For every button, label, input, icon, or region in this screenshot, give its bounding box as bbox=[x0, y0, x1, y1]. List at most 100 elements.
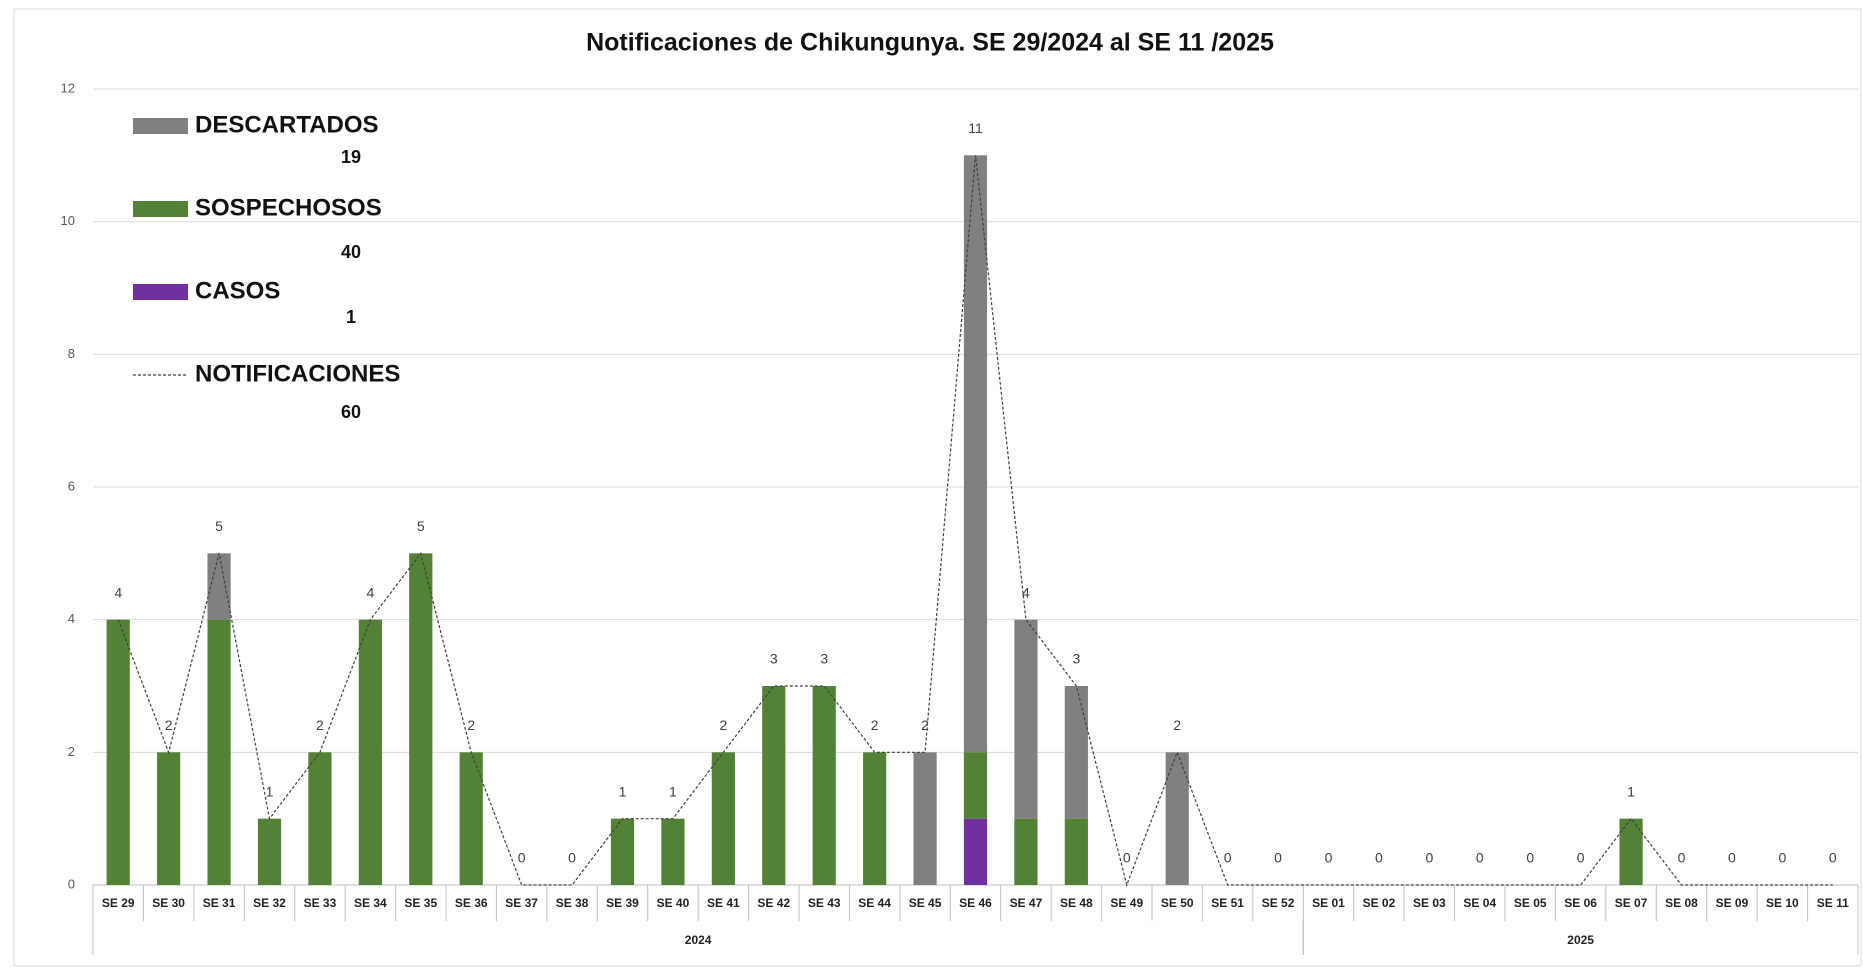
x-tick-label: SE 08 bbox=[1665, 896, 1698, 910]
x-tick-label: SE 04 bbox=[1463, 896, 1496, 910]
group-label: 2025 bbox=[1567, 933, 1594, 947]
bar-segment bbox=[610, 818, 635, 885]
bar-segment bbox=[963, 818, 988, 885]
line-series bbox=[117, 155, 1833, 887]
x-tick-label: SE 52 bbox=[1262, 896, 1295, 910]
x-tick-label: SE 30 bbox=[152, 896, 185, 910]
data-label: 5 bbox=[417, 518, 425, 534]
x-tick-label: SE 43 bbox=[808, 896, 841, 910]
bar-segment bbox=[207, 553, 231, 620]
bar-segment bbox=[762, 686, 786, 885]
bar-segment bbox=[106, 619, 130, 885]
group-label: 2024 bbox=[685, 933, 712, 947]
data-label: 0 bbox=[1778, 850, 1786, 866]
bar-segment bbox=[1619, 818, 1643, 885]
legend-label: SOSPECHOSOS bbox=[195, 194, 382, 221]
x-tick-label: SE 33 bbox=[304, 896, 337, 910]
legend-swatch bbox=[133, 201, 188, 217]
x-tick-label: SE 11 bbox=[1817, 896, 1849, 910]
data-label: 2 bbox=[921, 717, 929, 733]
y-tick-label: 8 bbox=[68, 346, 75, 361]
bar-segment bbox=[661, 818, 685, 885]
data-label: 0 bbox=[1728, 850, 1736, 866]
data-label: 0 bbox=[1123, 850, 1131, 866]
legend-total: 1 bbox=[346, 307, 356, 327]
chart-title: Notificaciones de Chikungunya. SE 29/202… bbox=[586, 29, 1274, 57]
y-tick-label: 0 bbox=[68, 876, 75, 891]
data-label: 2 bbox=[467, 717, 475, 733]
bar-segment bbox=[207, 619, 231, 885]
data-label: 11 bbox=[968, 120, 983, 136]
x-tick-label: SE 48 bbox=[1060, 896, 1093, 910]
data-label: 0 bbox=[568, 850, 576, 866]
data-label: 2 bbox=[165, 717, 173, 733]
bar-segment bbox=[157, 752, 181, 885]
legend-total: 19 bbox=[341, 147, 361, 167]
bar-segment bbox=[308, 752, 332, 885]
legend-total: 40 bbox=[341, 242, 361, 262]
x-tick-label: SE 01 bbox=[1312, 896, 1345, 910]
x-tick-label: SE 35 bbox=[404, 896, 437, 910]
bar-segment bbox=[257, 818, 282, 885]
data-label: 1 bbox=[669, 783, 677, 799]
x-tick-label: SE 47 bbox=[1010, 896, 1043, 910]
x-tick-label: SE 31 bbox=[203, 896, 236, 910]
x-tick-label: SE 51 bbox=[1211, 896, 1244, 910]
data-label: 2 bbox=[1173, 717, 1181, 733]
data-label: 1 bbox=[619, 783, 627, 799]
x-tick-label: SE 39 bbox=[606, 896, 639, 910]
bar-segment bbox=[1064, 818, 1088, 885]
data-label: 4 bbox=[114, 584, 122, 600]
data-label: 3 bbox=[820, 651, 828, 667]
data-label: 0 bbox=[1526, 850, 1534, 866]
y-tick-label: 2 bbox=[68, 744, 75, 759]
x-tick-label: SE 49 bbox=[1110, 896, 1143, 910]
data-label: 3 bbox=[1072, 651, 1080, 667]
x-tick-label: SE 02 bbox=[1363, 896, 1396, 910]
x-tick-label: SE 07 bbox=[1615, 896, 1648, 910]
bar-segment bbox=[812, 686, 836, 885]
data-label: 2 bbox=[719, 717, 727, 733]
x-tick-label: SE 32 bbox=[253, 896, 286, 910]
bar-segment bbox=[913, 752, 937, 885]
x-tick-label: SE 40 bbox=[657, 896, 690, 910]
legend-total: 60 bbox=[341, 402, 361, 422]
x-tick-label: SE 38 bbox=[556, 896, 589, 910]
bar-segment bbox=[1014, 619, 1038, 819]
x-tick-label: SE 10 bbox=[1766, 896, 1799, 910]
bar-segment bbox=[863, 752, 887, 885]
x-tick-label: SE 03 bbox=[1413, 896, 1446, 910]
x-tick-label: SE 06 bbox=[1564, 896, 1597, 910]
data-label: 4 bbox=[366, 584, 374, 600]
legend-label: CASOS bbox=[195, 277, 280, 304]
bar-segment bbox=[409, 553, 433, 885]
x-tick-label: SE 46 bbox=[959, 896, 992, 910]
y-tick-label: 10 bbox=[61, 213, 75, 228]
data-label: 0 bbox=[1577, 850, 1585, 866]
data-label: 5 bbox=[215, 518, 223, 534]
x-tick-label: SE 05 bbox=[1514, 896, 1547, 910]
y-tick-label: 12 bbox=[61, 80, 75, 95]
bar-segment bbox=[459, 752, 483, 885]
data-label: 0 bbox=[1829, 850, 1837, 866]
data-label: 0 bbox=[1325, 850, 1333, 866]
x-tick-label: SE 42 bbox=[757, 896, 790, 910]
data-label: 0 bbox=[1678, 850, 1686, 866]
x-tick-label: SE 41 bbox=[707, 896, 740, 910]
bar-segment bbox=[963, 155, 988, 753]
x-tick-label: SE 34 bbox=[354, 896, 387, 910]
data-label: 0 bbox=[1224, 850, 1232, 866]
bar-segment bbox=[711, 752, 735, 885]
data-label: 0 bbox=[1425, 850, 1433, 866]
y-tick-label: 4 bbox=[68, 611, 75, 626]
x-tick-label: SE 37 bbox=[505, 896, 538, 910]
data-label: 0 bbox=[1476, 850, 1484, 866]
y-tick-label: 6 bbox=[68, 478, 75, 493]
x-tick-label: SE 09 bbox=[1716, 896, 1749, 910]
data-label: 2 bbox=[871, 717, 879, 733]
x-tick-label: SE 36 bbox=[455, 896, 488, 910]
data-label: 1 bbox=[266, 783, 274, 799]
data-label: 2 bbox=[316, 717, 324, 733]
x-tick-label: SE 44 bbox=[858, 896, 891, 910]
